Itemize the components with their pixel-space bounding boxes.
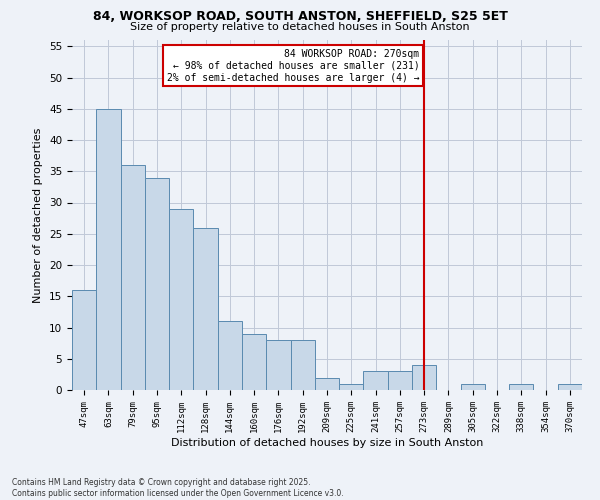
Bar <box>193 228 218 390</box>
Text: 84, WORKSOP ROAD, SOUTH ANSTON, SHEFFIELD, S25 5ET: 84, WORKSOP ROAD, SOUTH ANSTON, SHEFFIEL… <box>92 10 508 23</box>
Text: Contains HM Land Registry data © Crown copyright and database right 2025.
Contai: Contains HM Land Registry data © Crown c… <box>12 478 344 498</box>
Bar <box>121 165 145 390</box>
Bar <box>145 178 169 390</box>
Bar <box>169 209 193 390</box>
Bar <box>315 378 339 390</box>
Text: 84 WORKSOP ROAD: 270sqm
← 98% of detached houses are smaller (231)
2% of semi-de: 84 WORKSOP ROAD: 270sqm ← 98% of detache… <box>167 50 419 82</box>
Bar <box>218 322 242 390</box>
Bar <box>290 340 315 390</box>
X-axis label: Distribution of detached houses by size in South Anston: Distribution of detached houses by size … <box>171 438 483 448</box>
Bar <box>339 384 364 390</box>
Text: Size of property relative to detached houses in South Anston: Size of property relative to detached ho… <box>130 22 470 32</box>
Y-axis label: Number of detached properties: Number of detached properties <box>34 128 43 302</box>
Bar <box>461 384 485 390</box>
Bar <box>558 384 582 390</box>
Bar <box>388 371 412 390</box>
Bar <box>72 290 96 390</box>
Bar <box>509 384 533 390</box>
Bar <box>96 109 121 390</box>
Bar <box>242 334 266 390</box>
Bar <box>364 371 388 390</box>
Bar <box>266 340 290 390</box>
Bar <box>412 365 436 390</box>
